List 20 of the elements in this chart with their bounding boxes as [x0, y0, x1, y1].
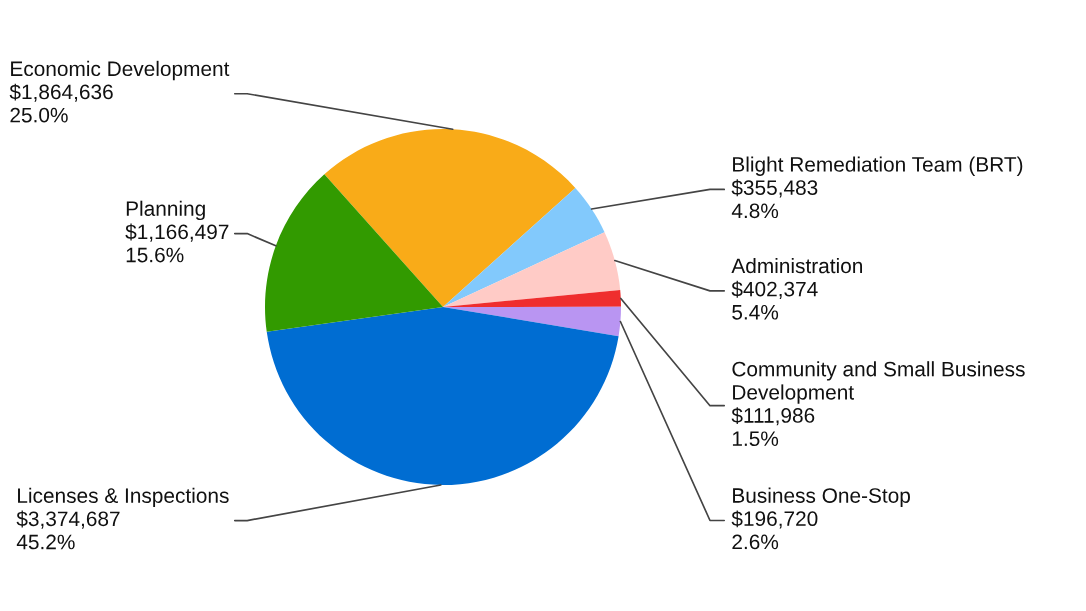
- data-label: $111,986 1.5%: [731, 407, 815, 447]
- slice-label: Business One-Stop: [733, 487, 910, 507]
- data-label: $355,483 4.8%: [731, 179, 818, 219]
- pie-slice: [443, 306, 621, 337]
- pie-slice: [324, 129, 576, 307]
- data-label: $402,374 5.4%: [731, 280, 818, 320]
- data-label: $196,720 2.6%: [731, 510, 818, 550]
- slice-label: Licenses & Inspections: [18, 487, 229, 508]
- slice-label: Administration: [731, 257, 863, 274]
- pie-slice: [443, 187, 605, 307]
- slice-label: Blight Remediation Team (BRT): [733, 156, 1023, 176]
- data-label: $3,374,687 45.2%: [16, 510, 120, 550]
- data-label: $1,166,497 15.6%: [125, 223, 229, 263]
- slice-label: Economic Development: [11, 60, 230, 81]
- pie-slice: [265, 174, 443, 332]
- pie-slice: [443, 232, 621, 307]
- slice-label: Community and Small Business Development: [732, 361, 1025, 404]
- data-label: $1,864,636 25.0%: [9, 83, 113, 123]
- pie-slice: [266, 307, 619, 485]
- slice-label: Planning: [126, 200, 205, 221]
